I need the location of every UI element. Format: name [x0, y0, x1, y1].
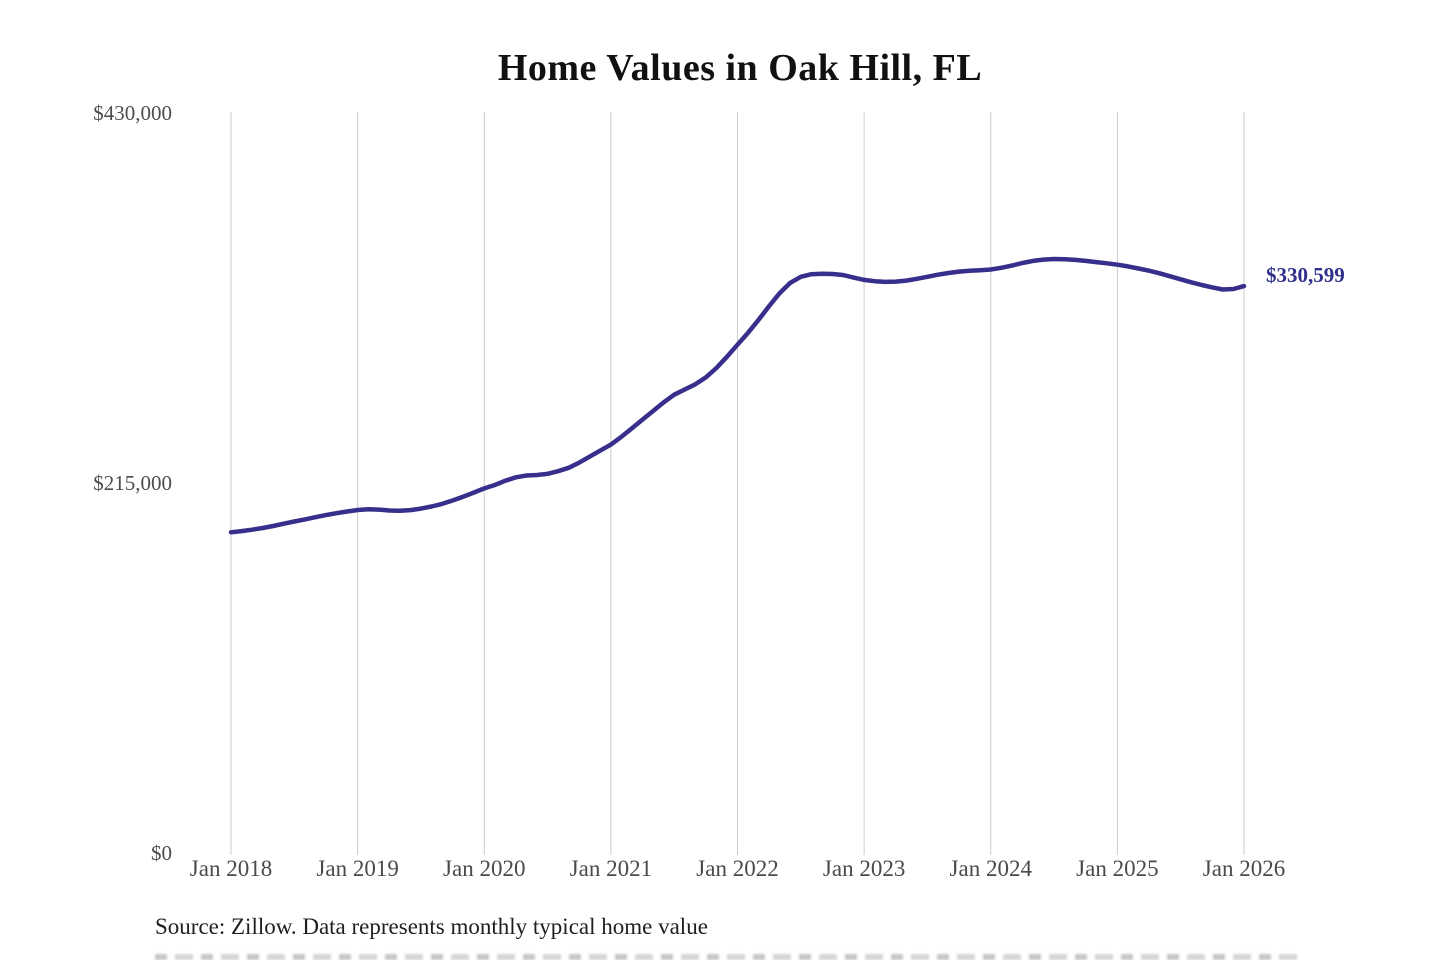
cropped-text-line: [155, 954, 1300, 960]
x-axis-tick-jan-2020: Jan 2020: [443, 856, 526, 881]
y-axis-tick-430000: $430,000: [93, 101, 172, 125]
x-axis-tick-jan-2019: Jan 2019: [316, 856, 399, 881]
x-axis-tick-jan-2018: Jan 2018: [189, 856, 273, 881]
x-axis-tick-jan-2023: Jan 2023: [822, 856, 906, 881]
y-axis-tick-0: $0: [151, 841, 172, 865]
chart-title: Home Values in Oak Hill, FL: [497, 47, 983, 89]
x-axis-tick-jan-2024: Jan 2024: [949, 856, 1032, 881]
x-axis-tick-jan-2025: Jan 2025: [1076, 856, 1159, 881]
latest-value-label: $330,599: [1266, 263, 1345, 287]
home-value-series-line: [228, 256, 1247, 535]
y-axis-tick-215000: $215,000: [93, 471, 172, 495]
x-axis-tick-jan-2026: Jan 2026: [1202, 856, 1286, 881]
x-axis-tick-jan-2022: Jan 2022: [696, 856, 779, 881]
source-note: Source: Zillow. Data represents monthly …: [155, 914, 708, 939]
x-axis-tick-jan-2021: Jan 2021: [569, 856, 653, 881]
